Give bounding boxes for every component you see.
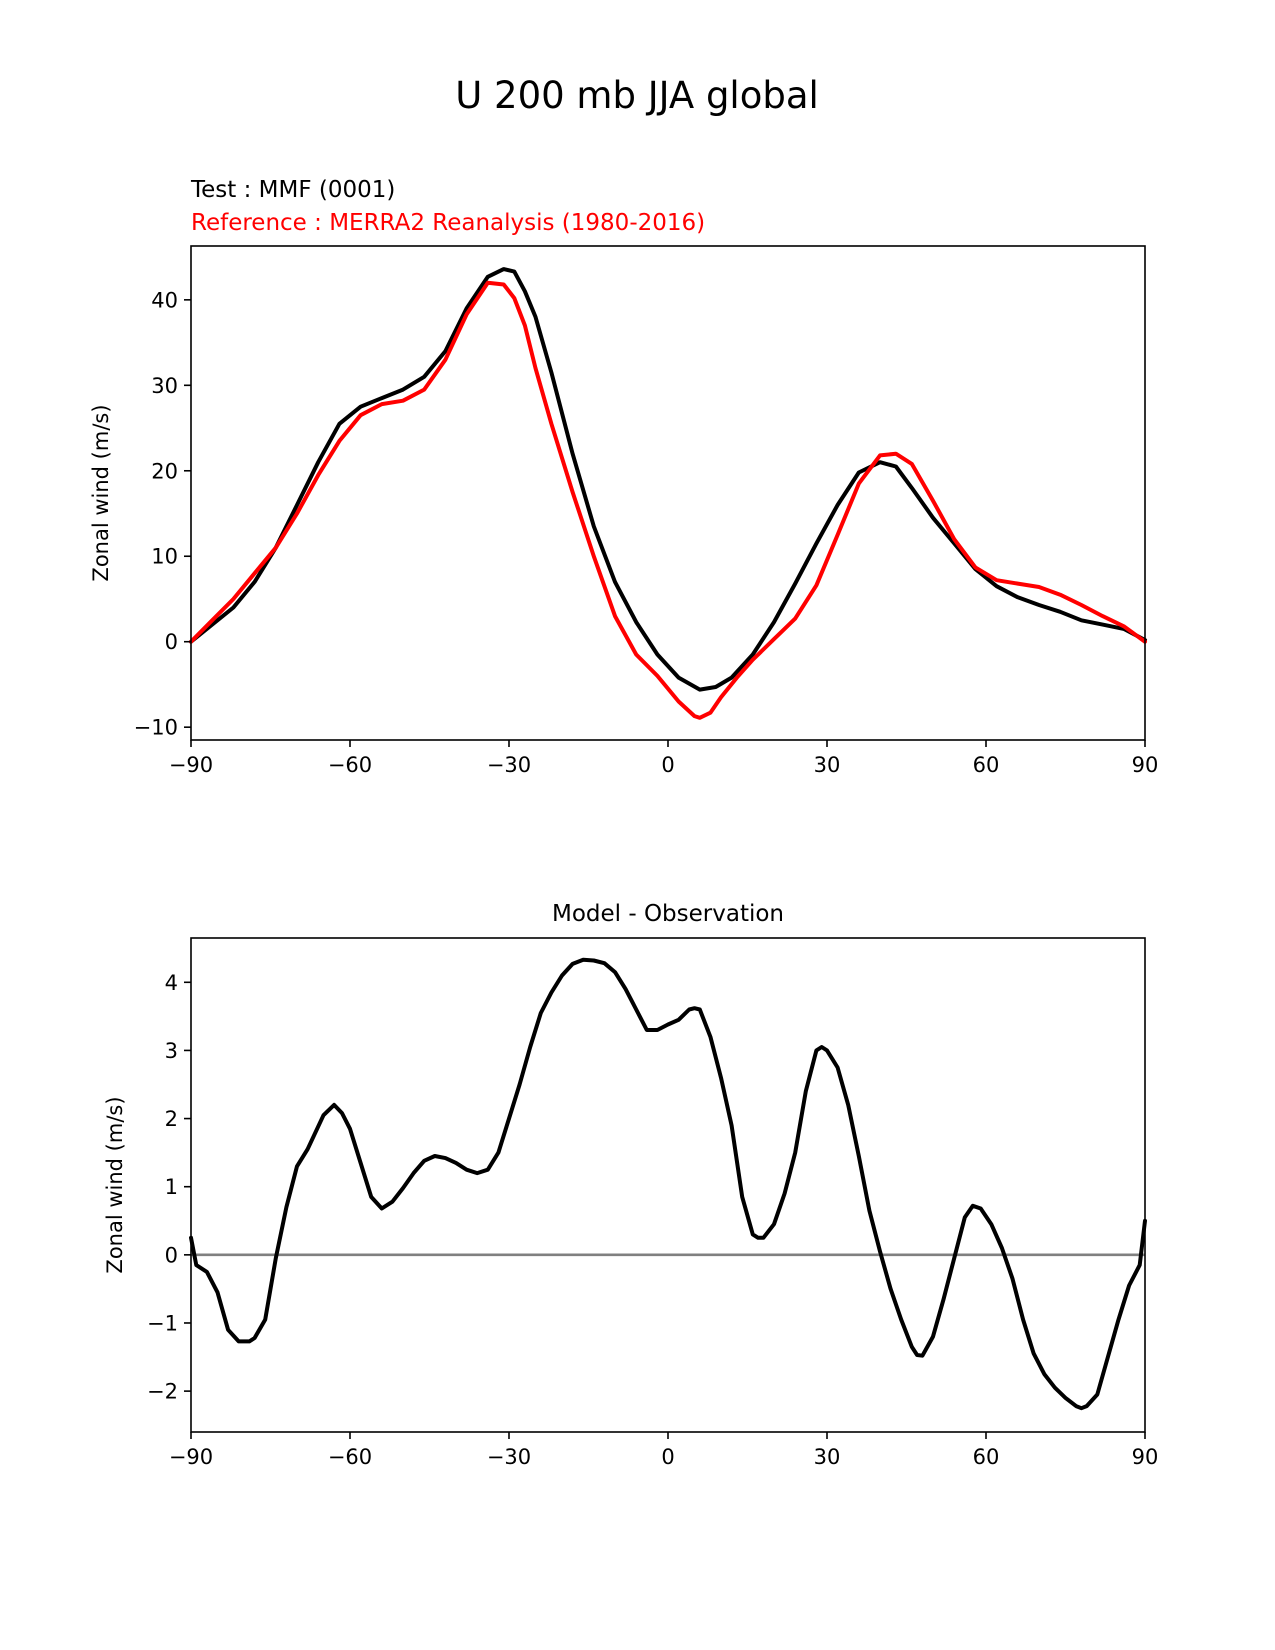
y-tick-label: 2 (165, 1107, 178, 1131)
reference-subtitle: Reference : MERRA2 Reanalysis (1980-2016… (191, 210, 705, 236)
y-tick-label: −1 (147, 1311, 178, 1335)
figure-title: U 200 mb JJA global (455, 74, 819, 117)
series-line-1 (189, 280, 1147, 720)
y-axis-label: Zonal wind (m/s) (103, 1096, 127, 1273)
x-tick-label: 60 (973, 1445, 1000, 1469)
y-tick-label: 0 (165, 630, 178, 654)
x-tick-label: −90 (169, 1445, 213, 1469)
x-tick-label: −60 (328, 753, 372, 777)
x-tick-label: 60 (973, 753, 1000, 777)
x-tick-label: 30 (814, 1445, 841, 1469)
difference-plot: −90 −60 −30 0 30 60 90 −2 −1 0 1 2 3 4 Zonal wind (m/s… (103, 937, 1159, 1469)
y-tick-label: 40 (151, 288, 178, 312)
x-tick-label: 90 (1132, 1445, 1159, 1469)
x-tick-label: 0 (661, 753, 674, 777)
x-tick-label: 0 (661, 1445, 674, 1469)
y-tick-label: 10 (151, 545, 178, 569)
y-tick-label: 20 (151, 459, 178, 483)
test-subtitle: Test : MMF (0001) (190, 177, 395, 203)
axes-frame (190, 937, 1146, 1433)
y-tick-label: 0 (165, 1243, 178, 1267)
series-line-0 (189, 267, 1147, 692)
x-tick-label: −90 (169, 753, 213, 777)
series-line-0 (189, 957, 1147, 1411)
x-tick-label: −30 (487, 1445, 531, 1469)
y-tick-label: −10 (134, 716, 178, 740)
x-tick-label: −60 (328, 1445, 372, 1469)
x-tick-label: 90 (1132, 753, 1159, 777)
x-tick-label: −30 (487, 753, 531, 777)
zonal-wind-plot: −90 −60 −30 0 30 60 90 −10 0 10 20 30 40 Zonal wind (… (89, 245, 1159, 777)
x-tick-label: 30 (814, 753, 841, 777)
y-tick-label: 30 (151, 374, 178, 398)
y-tick-label: 4 (165, 971, 178, 995)
y-tick-label: 1 (165, 1175, 178, 1199)
y-tick-label: 3 (165, 1039, 178, 1063)
y-tick-label: −2 (147, 1380, 178, 1404)
diff-plot-title: Model - Observation (552, 901, 784, 927)
y-axis-label: Zonal wind (m/s) (89, 404, 113, 581)
